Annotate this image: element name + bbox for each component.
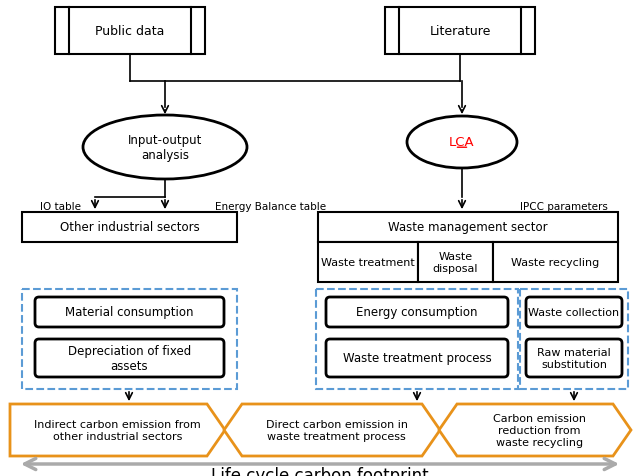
Text: Waste collection: Waste collection xyxy=(529,307,620,317)
FancyBboxPatch shape xyxy=(22,289,237,389)
Text: Waste
disposal: Waste disposal xyxy=(433,252,478,273)
FancyBboxPatch shape xyxy=(35,339,224,377)
FancyBboxPatch shape xyxy=(385,8,535,55)
FancyBboxPatch shape xyxy=(318,242,418,282)
Polygon shape xyxy=(439,404,631,456)
Polygon shape xyxy=(224,404,440,456)
Ellipse shape xyxy=(407,117,517,169)
FancyBboxPatch shape xyxy=(22,213,237,242)
Text: Waste treatment process: Waste treatment process xyxy=(342,352,492,365)
Text: IO table: IO table xyxy=(40,201,81,211)
FancyBboxPatch shape xyxy=(326,339,508,377)
Text: Input-output
analysis: Input-output analysis xyxy=(128,134,202,162)
Text: Energy consumption: Energy consumption xyxy=(356,306,477,319)
Text: Life cycle carbon footprint: Life cycle carbon footprint xyxy=(211,466,429,476)
FancyBboxPatch shape xyxy=(418,242,493,282)
FancyBboxPatch shape xyxy=(326,298,508,327)
Text: Direct carbon emission in
waste treatment process: Direct carbon emission in waste treatmen… xyxy=(266,419,408,441)
FancyBboxPatch shape xyxy=(526,298,622,327)
Text: Other industrial sectors: Other industrial sectors xyxy=(60,221,200,234)
Text: Raw material
substitution: Raw material substitution xyxy=(537,347,611,369)
Text: Depreciation of fixed
assets: Depreciation of fixed assets xyxy=(68,344,191,372)
FancyBboxPatch shape xyxy=(35,298,224,327)
Text: Material consumption: Material consumption xyxy=(65,306,194,319)
Text: Carbon emission
reduction from
waste recycling: Carbon emission reduction from waste rec… xyxy=(493,414,586,446)
Text: Waste management sector: Waste management sector xyxy=(388,221,548,234)
Text: IPCC parameters: IPCC parameters xyxy=(520,201,608,211)
Text: Indirect carbon emission from
other industrial sectors: Indirect carbon emission from other indu… xyxy=(34,419,201,441)
FancyBboxPatch shape xyxy=(318,213,618,242)
FancyBboxPatch shape xyxy=(55,8,205,55)
Text: Literature: Literature xyxy=(429,25,491,38)
Text: Waste recycling: Waste recycling xyxy=(511,258,600,268)
Polygon shape xyxy=(10,404,225,456)
Text: LCA: LCA xyxy=(449,136,475,149)
Text: Public data: Public data xyxy=(95,25,164,38)
FancyBboxPatch shape xyxy=(493,242,618,282)
FancyBboxPatch shape xyxy=(520,289,628,389)
Text: Waste treatment: Waste treatment xyxy=(321,258,415,268)
FancyBboxPatch shape xyxy=(526,339,622,377)
FancyBboxPatch shape xyxy=(316,289,518,389)
Text: Energy Balance table: Energy Balance table xyxy=(215,201,326,211)
Ellipse shape xyxy=(83,116,247,179)
